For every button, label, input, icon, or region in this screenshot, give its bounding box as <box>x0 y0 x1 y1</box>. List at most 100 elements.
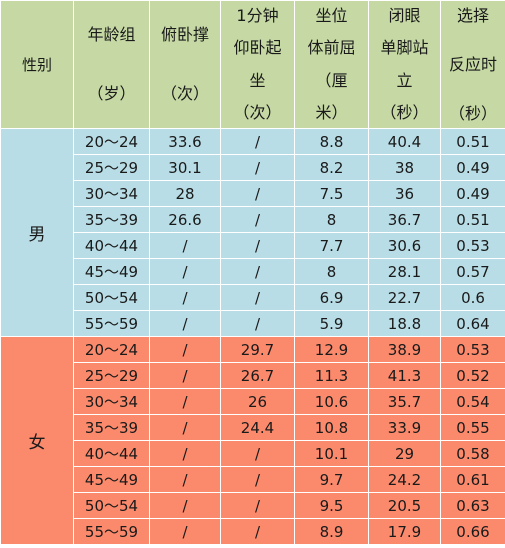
age-group-value: 45～49 <box>84 471 139 489</box>
situp-value: / <box>254 132 261 151</box>
reaction-value: 0.61 <box>456 470 490 489</box>
age-group-value: 35～39 <box>84 419 139 437</box>
sit-reach-value: 6.9 <box>319 288 344 307</box>
sit-reach-cell: 10.1 <box>294 440 369 467</box>
pushup-value: / <box>182 236 188 255</box>
situp-cell: / <box>220 154 295 181</box>
age-group-value: 35～39 <box>84 211 139 229</box>
pushup-cell: 28 <box>149 180 221 207</box>
sit-reach-cell: 8 <box>294 206 369 233</box>
reaction-value: 0.64 <box>456 314 490 333</box>
balance-cell: 28.1 <box>368 258 441 285</box>
sit-reach-value: 9.7 <box>319 470 344 489</box>
sit-reach-cell: 8.2 <box>294 154 369 181</box>
balance-cell: 35.7 <box>368 388 441 415</box>
sit-reach-value: 8.2 <box>319 158 344 177</box>
situp-cell: / <box>220 440 295 467</box>
sit-reach-cell: 10.8 <box>294 414 369 441</box>
age-group-cell: 30～34 <box>73 180 150 207</box>
reaction-cell: 0.61 <box>440 466 505 493</box>
age-group-cell: 45～49 <box>73 466 150 493</box>
pushup-value: / <box>182 496 188 515</box>
sit-reach-value: 8.9 <box>319 522 344 541</box>
sit-reach-cell: 6.9 <box>294 284 369 311</box>
pushup-value: / <box>182 470 188 489</box>
balance-cell: 18.8 <box>368 310 441 337</box>
sex-label: 男 <box>28 225 46 245</box>
age-group-cell: 25～29 <box>73 362 150 389</box>
table-row: 25～29 30.1 / 8.2 38 0.49 <box>1 154 505 181</box>
age-group-cell: 45～49 <box>73 258 150 285</box>
age-group-cell: 35～39 <box>73 414 150 441</box>
reaction-value: 0.53 <box>456 236 490 255</box>
balance-value: 20.5 <box>387 496 422 515</box>
balance-value: 36 <box>394 184 415 203</box>
header-pushup: 俯卧撑 （次） <box>149 0 221 129</box>
balance-value: 36.7 <box>387 210 422 229</box>
pushup-cell: / <box>149 466 221 493</box>
sit-reach-value: 11.3 <box>314 366 349 385</box>
table-row: 45～49 / / 9.7 24.2 0.61 <box>1 466 505 493</box>
pushup-value: / <box>182 340 188 359</box>
balance-cell: 20.5 <box>368 492 441 519</box>
reaction-value: 0.6 <box>461 288 485 307</box>
reaction-cell: 0.63 <box>440 492 505 519</box>
sit-reach-value: 10.1 <box>314 444 349 463</box>
header-row: 性别 年龄组 （岁） 俯卧撑 （次） 1分钟 仰卧起坐（次） 坐位 体前屈 （厘 米） 闭眼… <box>0 0 505 129</box>
header-sit-reach: 坐位 体前屈 （厘 米） <box>294 0 369 129</box>
balance-cell: 24.2 <box>368 466 441 493</box>
age-group-cell: 50～54 <box>73 284 150 311</box>
pushup-cell: / <box>149 258 221 285</box>
reaction-value: 0.58 <box>456 444 490 463</box>
sit-reach-value: 8 <box>326 262 337 281</box>
age-group-value: 25～29 <box>84 159 139 177</box>
balance-cell: 17.9 <box>368 518 441 545</box>
age-group-value: 20～24 <box>84 133 139 151</box>
balance-value: 24.2 <box>387 470 422 489</box>
situp-cell: / <box>220 310 295 337</box>
balance-cell: 36 <box>368 180 441 207</box>
sit-reach-value: 7.7 <box>319 236 344 255</box>
reaction-cell: 0.6 <box>440 284 505 311</box>
pushup-cell: / <box>149 362 221 389</box>
sit-reach-cell: 8.9 <box>294 518 369 545</box>
reaction-value: 0.63 <box>456 496 490 515</box>
balance-value: 38.9 <box>387 340 422 359</box>
situp-cell: / <box>220 206 295 233</box>
reaction-cell: 0.53 <box>440 336 505 363</box>
situp-cell: 29.7 <box>220 336 295 363</box>
pushup-cell: / <box>149 310 221 337</box>
sit-reach-value: 10.8 <box>314 418 349 437</box>
age-group-cell: 40～44 <box>73 440 150 467</box>
age-group-value: 30～34 <box>84 185 139 203</box>
age-group-value: 50～54 <box>84 497 139 515</box>
balance-value: 35.7 <box>387 392 422 411</box>
balance-cell: 33.9 <box>368 414 441 441</box>
age-group-cell: 20～24 <box>73 336 150 363</box>
situp-value: / <box>254 262 261 281</box>
pushup-value: / <box>182 314 188 333</box>
age-group-value: 30～34 <box>84 393 139 411</box>
balance-cell: 41.3 <box>368 362 441 389</box>
age-group-cell: 35～39 <box>73 206 150 233</box>
table-row: 男 20～24 33.6 / 8.8 40.4 0.51 <box>0 128 505 337</box>
pushup-cell: 33.6 <box>149 128 221 155</box>
age-group-value: 45～49 <box>84 263 139 281</box>
table-row: 45～49 / / 8 28.1 0.57 <box>1 258 505 285</box>
balance-value: 38 <box>394 158 415 177</box>
age-group-value: 40～44 <box>84 445 139 463</box>
age-group-cell: 55～59 <box>73 518 150 545</box>
pushup-cell: / <box>149 336 221 363</box>
sit-reach-cell: 11.3 <box>294 362 369 389</box>
reaction-value: 0.55 <box>456 418 490 437</box>
sit-reach-value: 12.9 <box>314 340 349 359</box>
reaction-cell: 0.49 <box>440 180 505 207</box>
table-row: 女 20～24 / 29.7 12.9 38.9 0.53 <box>0 336 505 545</box>
pushup-cell: / <box>149 284 221 311</box>
situp-cell: 26.7 <box>220 362 295 389</box>
sit-reach-cell: 9.7 <box>294 466 369 493</box>
situp-value: / <box>254 184 261 203</box>
situp-value: 29.7 <box>240 340 275 359</box>
age-group-cell: 25～29 <box>73 154 150 181</box>
table-row: 50～54 / / 6.9 22.7 0.6 <box>1 284 505 311</box>
